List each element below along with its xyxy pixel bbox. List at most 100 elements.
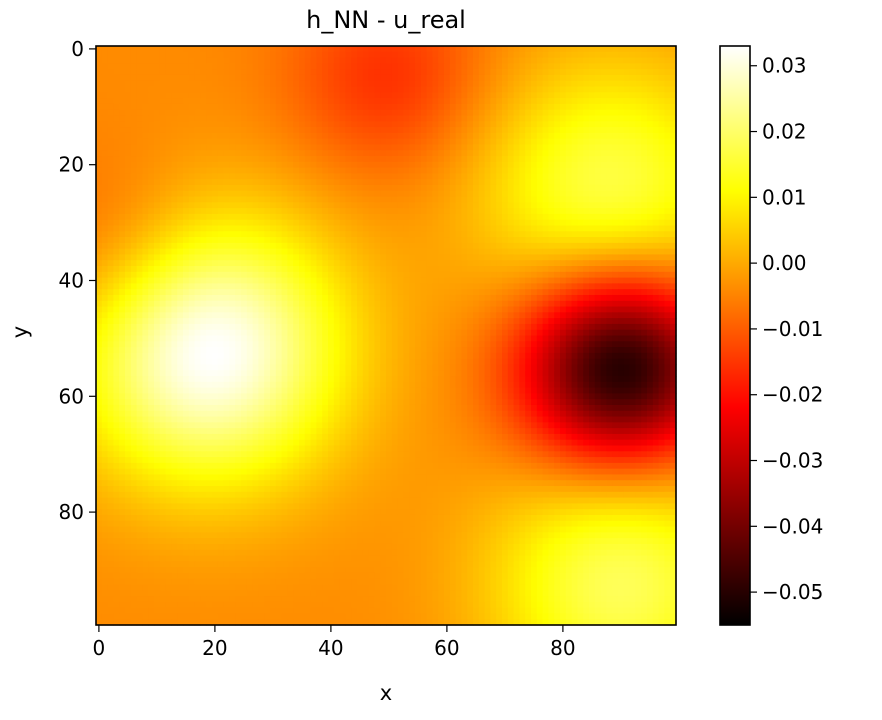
heatmap-cell: [386, 127, 393, 134]
heatmap-cell: [577, 190, 584, 198]
heatmap-cell: [194, 254, 201, 261]
heatmap-cell: [374, 103, 381, 111]
heatmap-cell: [241, 144, 248, 151]
heatmap-cell: [415, 225, 422, 232]
heatmap-cell: [258, 271, 265, 279]
heatmap-cell: [206, 121, 213, 128]
heatmap-cell: [96, 260, 103, 267]
heatmap-cell: [432, 69, 439, 76]
heatmap-cell: [658, 92, 665, 99]
heatmap-cell: [299, 161, 306, 169]
heatmap-cell: [229, 184, 236, 192]
heatmap-cell: [571, 277, 578, 284]
heatmap-cell: [623, 150, 631, 157]
heatmap-cell: [426, 219, 433, 227]
heatmap-cell: [548, 179, 555, 186]
heatmap-cell: [536, 318, 544, 325]
heatmap-cell: [200, 109, 207, 117]
heatmap-cell: [206, 231, 213, 238]
heatmap-cell: [165, 266, 172, 273]
heatmap-cell: [438, 63, 445, 70]
heatmap-cell: [403, 242, 410, 250]
heatmap-cell: [531, 260, 538, 267]
heatmap-cell: [351, 329, 358, 337]
heatmap-cell: [374, 92, 381, 99]
heatmap-cell: [328, 231, 335, 238]
heatmap-cell: [484, 254, 491, 261]
heatmap-cell: [258, 69, 265, 76]
heatmap-cell: [148, 46, 155, 53]
heatmap-cell: [409, 213, 416, 221]
heatmap-cell: [606, 318, 613, 325]
heatmap-cell: [589, 74, 596, 82]
heatmap-cell: [258, 63, 265, 70]
heatmap-cell: [316, 242, 323, 250]
heatmap-cell: [391, 74, 399, 82]
heatmap-cell: [635, 277, 642, 284]
heatmap-cell: [415, 109, 422, 117]
heatmap-cell: [594, 109, 602, 117]
heatmap-cell: [206, 115, 213, 122]
heatmap-cell: [525, 109, 532, 117]
heatmap-cell: [136, 213, 143, 221]
heatmap-cell: [560, 237, 567, 244]
heatmap-cell: [502, 294, 509, 302]
heatmap-cell: [647, 202, 654, 209]
heatmap-cell: [536, 63, 544, 70]
heatmap-cell: [409, 318, 416, 325]
heatmap-cell: [461, 190, 468, 198]
heatmap-cell: [380, 231, 387, 238]
heatmap-cell: [96, 156, 103, 163]
heatmap-cell: [612, 184, 619, 192]
heatmap-cell: [125, 179, 132, 186]
heatmap-cell: [125, 225, 132, 232]
heatmap-cell: [467, 92, 474, 99]
heatmap-cell: [287, 323, 294, 331]
heatmap-cell: [652, 103, 660, 111]
heatmap-cell: [374, 271, 381, 279]
heatmap-cell: [380, 92, 387, 99]
heatmap-cell: [449, 254, 457, 261]
heatmap-cell: [652, 156, 660, 163]
heatmap-cell: [612, 225, 619, 232]
heatmap-cell: [583, 260, 590, 267]
heatmap-cell: [299, 219, 306, 227]
heatmap-cell: [125, 46, 132, 53]
heatmap-cell: [299, 92, 306, 99]
heatmap-cell: [565, 167, 573, 174]
heatmap-cell: [594, 150, 602, 157]
heatmap-cell: [473, 80, 480, 88]
heatmap-cell: [467, 173, 474, 180]
heatmap-cell: [519, 46, 526, 53]
heatmap-cell: [478, 294, 486, 302]
heatmap-cell: [473, 69, 480, 76]
heatmap-cell: [618, 150, 625, 157]
heatmap-cell: [374, 254, 381, 261]
heatmap-cell: [339, 121, 346, 128]
heatmap-cell: [589, 196, 596, 203]
heatmap-cell: [606, 242, 613, 250]
heatmap-cell: [229, 103, 236, 111]
heatmap-cell: [235, 254, 242, 261]
heatmap-cell: [188, 266, 196, 273]
heatmap-cell: [461, 132, 468, 140]
heatmap-cell: [96, 242, 103, 250]
heatmap-cell: [200, 289, 207, 296]
heatmap-cell: [397, 63, 404, 70]
heatmap-cell: [241, 167, 248, 174]
heatmap-cell: [281, 167, 288, 174]
heatmap-cell: [96, 231, 103, 238]
heatmap-cell: [113, 46, 120, 53]
heatmap-cell: [304, 208, 312, 215]
heatmap-cell: [275, 179, 283, 186]
heatmap-cell: [565, 74, 573, 82]
heatmap-cell: [136, 109, 143, 117]
heatmap-cell: [258, 237, 265, 244]
heatmap-cell: [426, 127, 433, 134]
heatmap-cell: [374, 161, 381, 169]
heatmap-cell: [652, 237, 660, 244]
heatmap-cell: [322, 294, 329, 302]
heatmap-cell: [467, 202, 474, 209]
heatmap-cell: [119, 190, 126, 198]
heatmap-cell: [461, 86, 468, 93]
